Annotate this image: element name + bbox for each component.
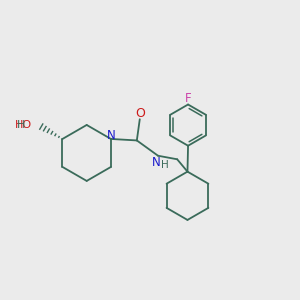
Text: N: N: [152, 156, 161, 169]
Text: H: H: [160, 160, 168, 170]
Text: N: N: [107, 129, 116, 142]
Text: HO: HO: [15, 120, 32, 130]
Text: H: H: [17, 120, 25, 130]
Text: O: O: [135, 107, 145, 120]
Text: F: F: [185, 92, 191, 104]
